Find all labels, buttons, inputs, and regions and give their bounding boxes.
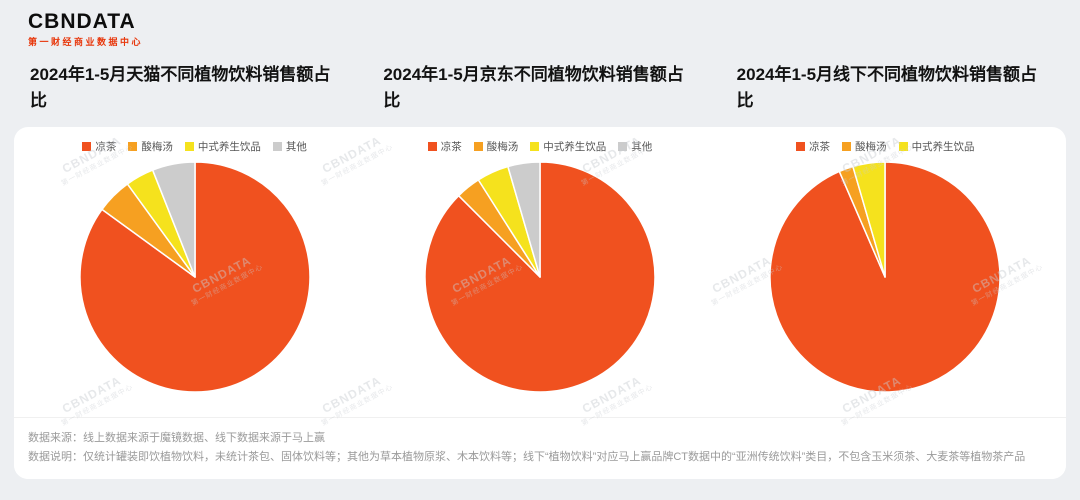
data-description-note: 数据说明：仅统计罐装即饮植物饮料，未统计茶包、固体饮料等；其他为草本植物原浆、木… bbox=[28, 451, 1026, 464]
legend-item: 其他 bbox=[272, 139, 307, 154]
pie-slice-凉茶 bbox=[424, 161, 656, 393]
legend-item: 酸梅汤 bbox=[842, 139, 887, 154]
cbndata-logo: CBNDATA bbox=[28, 10, 136, 33]
pie-slice-中式养生饮品 bbox=[852, 161, 887, 278]
legend-swatch bbox=[898, 142, 908, 152]
legend-swatch bbox=[427, 142, 437, 152]
legend-label: 凉茶 bbox=[95, 141, 117, 154]
legend-item: 中式养生饮品 bbox=[898, 139, 975, 154]
legend-swatch bbox=[530, 142, 540, 152]
footnotes: 数据来源：线上数据来源于魔镜数据、线下数据来源于马上赢 数据说明：仅统计罐装即饮… bbox=[14, 417, 1066, 479]
legend-label: 其他 bbox=[285, 141, 307, 154]
legend-label: 酸梅汤 bbox=[141, 141, 173, 154]
legend-swatch bbox=[128, 142, 138, 152]
chart-column-jd: 凉茶 酸梅汤 中式养生饮品 其他 bbox=[367, 139, 712, 418]
cbndata-logo-subtitle: 第一财经商业数据中心 bbox=[28, 37, 144, 48]
pie-slice-其他 bbox=[507, 161, 541, 278]
chart-column-offline: 凉茶 酸梅汤 中式养生饮品 bbox=[713, 139, 1058, 418]
chart-column-tmall: 凉茶 酸梅汤 中式养生饮品 其他 bbox=[22, 139, 367, 418]
pie-slice-其他 bbox=[151, 161, 196, 278]
legend-tmall: 凉茶 酸梅汤 中式养生饮品 其他 bbox=[82, 139, 307, 155]
pie-slice-凉茶 bbox=[78, 161, 311, 393]
legend-item: 凉茶 bbox=[427, 139, 462, 154]
pie-chart-jd bbox=[422, 159, 658, 395]
legend-item: 酸梅汤 bbox=[128, 139, 173, 154]
legend-item: 酸梅汤 bbox=[473, 139, 519, 154]
chart-title-tmall: 2024年1-5月天猫不同植物饮料销售额占比 bbox=[30, 65, 331, 111]
legend-label: 凉茶 bbox=[440, 141, 462, 154]
legend-swatch bbox=[842, 142, 852, 152]
chart-titles-row: 2024年1-5月天猫不同植物饮料销售额占比 2024年1-5月京东不同植物饮料… bbox=[0, 48, 1080, 115]
pie-chart-offline bbox=[767, 159, 1003, 395]
legend-item: 凉茶 bbox=[796, 139, 830, 154]
chart-title-jd: 2024年1-5月京东不同植物饮料销售额占比 bbox=[383, 65, 684, 111]
legend-label: 酸梅汤 bbox=[486, 141, 519, 154]
legend-label: 凉茶 bbox=[809, 141, 831, 154]
page-header: CBNDATA 第一财经商业数据中心 bbox=[0, 0, 1080, 48]
legend-swatch bbox=[184, 142, 194, 152]
charts-row: 凉茶 酸梅汤 中式养生饮品 其他 凉茶 酸梅汤 中式养生饮品 其他 凉茶 酸梅汤 中式养生饮品 bbox=[14, 127, 1066, 418]
legend-swatch bbox=[796, 142, 806, 152]
legend-label: 中式养生饮品 bbox=[543, 141, 607, 154]
legend-offline: 凉茶 酸梅汤 中式养生饮品 bbox=[796, 139, 975, 155]
legend-item: 中式养生饮品 bbox=[184, 139, 261, 154]
legend-item: 中式养生饮品 bbox=[530, 139, 606, 154]
legend-label: 中式养生饮品 bbox=[911, 141, 975, 154]
pie-chart-tmall bbox=[77, 159, 313, 395]
legend-label: 酸梅汤 bbox=[855, 141, 887, 154]
legend-jd: 凉茶 酸梅汤 中式养生饮品 其他 bbox=[427, 139, 652, 155]
legend-item: 凉茶 bbox=[82, 139, 116, 154]
legend-item: 其他 bbox=[618, 139, 652, 154]
legend-swatch bbox=[473, 142, 483, 152]
legend-swatch bbox=[272, 142, 282, 152]
legend-label: 中式养生饮品 bbox=[197, 141, 261, 154]
chart-card: CBNDATA 第一财经商业数据中心 CBNDATA 第一财经商业数据中心 CBNDAT… bbox=[14, 126, 1066, 479]
legend-swatch bbox=[618, 142, 628, 152]
chart-title-offline: 2024年1-5月线下不同植物饮料销售额占比 bbox=[736, 65, 1038, 111]
legend-label: 其他 bbox=[631, 141, 653, 154]
data-source-note: 数据来源：线上数据来源于魔镜数据、线下数据来源于马上赢 bbox=[28, 432, 325, 445]
legend-swatch bbox=[82, 142, 92, 152]
